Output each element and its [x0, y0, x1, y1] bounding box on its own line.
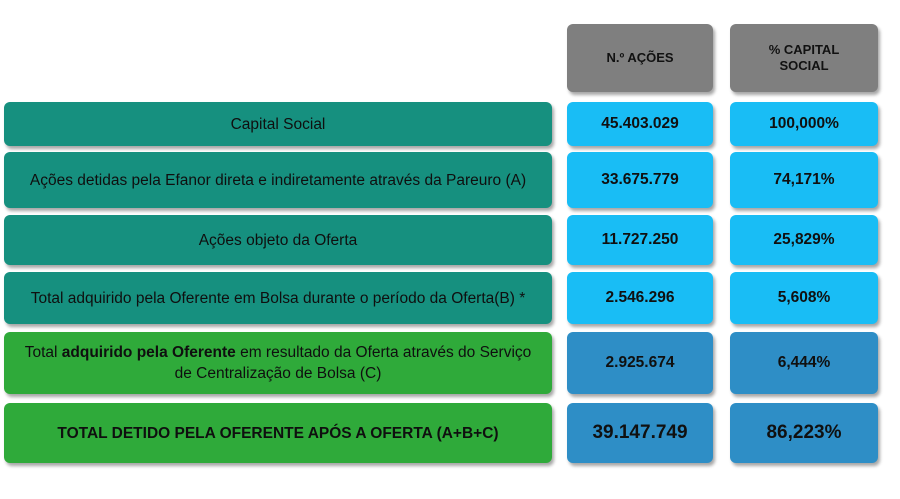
pct-value: 25,829% [773, 231, 835, 248]
row-label-text: Ações objeto da Oferta [198, 231, 358, 249]
row-pct-centralizacao: 6,444% [730, 332, 878, 394]
row-pct-bolsa: 5,608% [730, 272, 878, 324]
header-shares: N.º AÇÕES [567, 24, 713, 92]
row-shares-bolsa: 2.546.296 [567, 272, 713, 324]
row-pct-total: 86,223% [730, 403, 878, 463]
row-label-text: Capital Social [230, 115, 326, 133]
row-label-text: Total adquirido pela Oferente em Bolsa d… [30, 289, 526, 307]
pct-value: 6,444% [777, 354, 831, 371]
row-shares-efanor: 33.675.779 [567, 152, 713, 208]
header-capital-label: % CAPITAL SOCIAL [768, 42, 840, 73]
row-label-oferta: Ações objeto da Oferta [4, 215, 552, 265]
shares-value: 2.546.296 [605, 289, 675, 306]
row-label-centralizacao: Total adquirido pela Oferente em resulta… [4, 332, 552, 394]
row-label-bolsa: Total adquirido pela Oferente em Bolsa d… [4, 272, 552, 324]
shares-value: 45.403.029 [601, 115, 679, 132]
shares-value: 33.675.779 [601, 171, 679, 188]
row-label-efanor: Ações detidas pela Efanor direta e indir… [4, 152, 552, 208]
row-pct-oferta: 25,829% [730, 215, 878, 265]
row-label-total: TOTAL DETIDO PELA OFERENTE APÓS A OFERTA… [4, 403, 552, 463]
label-bold-part: adquirido pela Oferente [61, 344, 236, 361]
row-label-text: Total adquirido pela Oferente em resulta… [18, 342, 538, 384]
row-shares-total: 39.147.749 [567, 403, 713, 463]
pct-value: 100,000% [769, 115, 839, 132]
shares-value: 2.925.674 [605, 354, 675, 371]
label-part: Total [24, 344, 62, 361]
row-label-text: TOTAL DETIDO PELA OFERENTE APÓS A OFERTA… [57, 424, 499, 442]
header-shares-label: N.º AÇÕES [606, 50, 674, 65]
shares-value: 11.727.250 [601, 231, 679, 248]
header-capital: % CAPITAL SOCIAL [730, 24, 878, 92]
row-shares-capital-social: 45.403.029 [567, 102, 713, 146]
pct-value: 86,223% [766, 422, 842, 443]
label-part: em resultado da Oferta através do Serviç… [174, 344, 532, 382]
row-label-text: Ações detidas pela Efanor direta e indir… [29, 171, 527, 189]
row-pct-efanor: 74,171% [730, 152, 878, 208]
row-shares-centralizacao: 2.925.674 [567, 332, 713, 394]
row-pct-capital-social: 100,000% [730, 102, 878, 146]
row-shares-oferta: 11.727.250 [567, 215, 713, 265]
pct-value: 5,608% [777, 289, 831, 306]
shares-value: 39.147.749 [592, 422, 688, 443]
row-label-capital-social: Capital Social [4, 102, 552, 146]
pct-value: 74,171% [773, 171, 835, 188]
